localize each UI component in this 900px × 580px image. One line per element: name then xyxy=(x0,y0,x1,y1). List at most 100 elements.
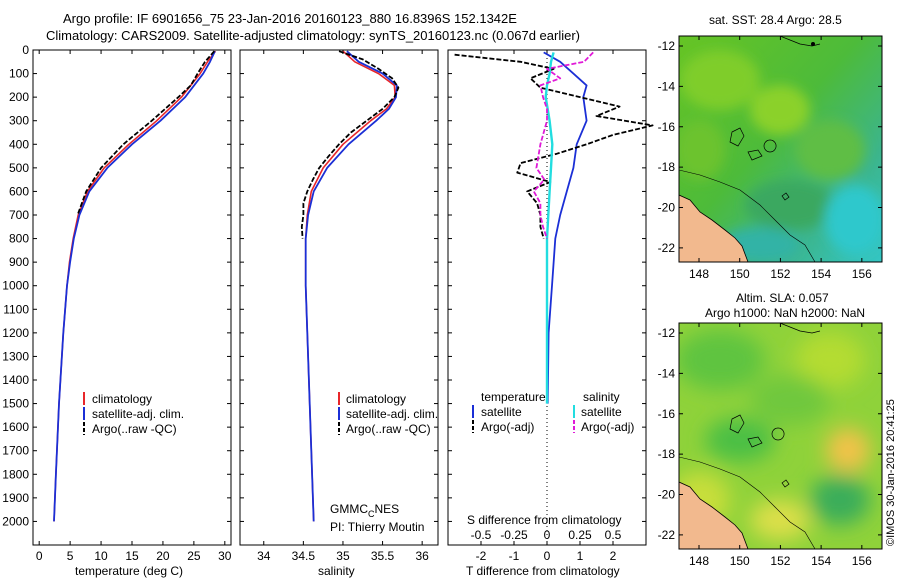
lon-label: 152 xyxy=(770,554,790,568)
series-satellite-adj-clim xyxy=(304,50,398,522)
salinity-panel xyxy=(239,49,439,546)
sla-map-axes: -12 -14 -16 -18 -20 -22 148 150 152 154 156 xyxy=(658,323,882,568)
x-tick-label: 25 xyxy=(187,549,201,563)
y-tick-label: 900 xyxy=(9,255,29,269)
series-s-argo-adj xyxy=(532,51,594,239)
series-argo-raw-qc xyxy=(76,50,215,216)
y-tick-label: 2000 xyxy=(2,514,29,528)
legend-title-salinity: salinity xyxy=(583,390,620,404)
x-tick-label: 5 xyxy=(67,549,74,563)
sst-land xyxy=(679,194,749,262)
lon-label: 154 xyxy=(811,267,831,281)
x-tick-label: 0 xyxy=(544,549,551,563)
y-tick-label: 700 xyxy=(9,208,29,222)
lat-label: -16 xyxy=(658,407,676,421)
x-tick-label: 1 xyxy=(577,549,584,563)
y-tick-label: 0 xyxy=(22,43,29,57)
sst-reef-contour xyxy=(729,127,790,201)
lat-label: -12 xyxy=(658,326,676,340)
y-tick-label: 100 xyxy=(9,67,29,81)
difference-plot: -2 -1 0 1 2 xyxy=(448,49,654,563)
lat-label: -16 xyxy=(658,120,676,134)
legend-argo: Argo(..raw -QC) xyxy=(346,422,431,436)
salinity-plot: 34 34.5 35 35.5 36 xyxy=(240,49,438,563)
x2-tick-label: 0.25 xyxy=(568,528,592,542)
sla-shelf-contour xyxy=(679,456,816,549)
y-tick-label: 400 xyxy=(9,137,29,151)
lat-label: -14 xyxy=(658,366,676,380)
legend-s-argo: Argo(-adj) xyxy=(581,420,634,434)
lat-label: -22 xyxy=(658,241,676,255)
s-difference-axis: -0.5 -0.25 0 0.25 0.5 xyxy=(471,528,622,542)
x-tick-label: 35.5 xyxy=(371,549,395,563)
sst-top-coast xyxy=(779,36,821,47)
salinity-legend: climatology satellite-adj. clim. Argo(..… xyxy=(338,392,438,436)
t-difference-label: T difference from climatology xyxy=(466,564,620,578)
x-tick-label: 36 xyxy=(415,549,429,563)
title-line-2: Climatology: CARS2009. Satellite-adjuste… xyxy=(46,28,580,43)
y-tick-label: 1800 xyxy=(2,467,29,481)
legend-satellite: satellite-adj. clim. xyxy=(92,407,184,421)
lat-label: -20 xyxy=(658,201,676,215)
legend-climatology: climatology xyxy=(346,392,406,406)
lat-label: -18 xyxy=(658,160,676,174)
imos-stamp: ©IMOS 30-Jan-2016 20:41:25 xyxy=(885,399,897,546)
sst-map-axes: -12 -14 -16 -18 -20 -22 148 150 152 154 156 xyxy=(658,36,882,281)
x-tick-label: -1 xyxy=(509,549,520,563)
lat-label: -12 xyxy=(658,39,676,53)
temperature-legend: climatology satellite-adj. clim. Argo(..… xyxy=(83,392,184,436)
y-tick-label: 500 xyxy=(9,161,29,175)
sla-map-title-2: Argo h1000: NaN h2000: NaN xyxy=(705,306,865,320)
sla-land xyxy=(679,481,749,549)
legend-argo: Argo(..raw -QC) xyxy=(92,422,177,436)
y-tick-label: 1100 xyxy=(3,302,29,316)
lon-label: 150 xyxy=(730,554,750,568)
s-difference-label: S difference from climatology xyxy=(467,513,622,527)
temperature-xlabel: temperature (deg C) xyxy=(75,564,183,578)
sla-top-coast xyxy=(779,323,821,334)
sla-reef-contour xyxy=(729,414,790,488)
temperature-panel xyxy=(32,49,232,546)
legend-s-satellite: satellite xyxy=(581,405,622,419)
temperature-plot: 0100200300400500600700800900100011001200… xyxy=(2,43,232,563)
series-satellite-adj-clim xyxy=(53,50,216,522)
legend-satellite: satellite-adj. clim. xyxy=(346,407,438,421)
x2-tick-label: 0.5 xyxy=(605,528,622,542)
series-climatology xyxy=(304,50,397,522)
x-tick-label: 10 xyxy=(94,549,108,563)
x-tick-label: 35 xyxy=(336,549,350,563)
title-line-1: Argo profile: IF 6901656_75 23-Jan-2016 … xyxy=(63,11,517,26)
lon-label: 148 xyxy=(689,554,709,568)
series-s-satellite xyxy=(544,52,555,404)
pi-label: PI: Thierry Moutin xyxy=(330,520,424,534)
sla-map-title-1: Altim. SLA: 0.057 xyxy=(736,291,829,305)
series-argo-raw-qc xyxy=(300,50,400,239)
x-tick-label: 15 xyxy=(125,549,139,563)
x-tick-label: 20 xyxy=(156,549,170,563)
series-climatology xyxy=(53,50,217,522)
series-t-satellite xyxy=(543,51,588,404)
y-tick-label: 1900 xyxy=(2,491,29,505)
x2-tick-label: -0.25 xyxy=(500,528,528,542)
y-tick-label: 1500 xyxy=(2,397,29,411)
legend-title-temperature: temperature xyxy=(481,390,546,404)
y-tick-label: 1300 xyxy=(2,349,29,363)
lon-label: 156 xyxy=(852,267,872,281)
series-t-argo-adj xyxy=(454,53,654,239)
sst-map-title: sat. SST: 28.4 Argo: 28.5 xyxy=(709,13,842,27)
sst-map xyxy=(679,36,882,262)
x-tick-label: 0 xyxy=(36,549,43,563)
y-tick-label: 1000 xyxy=(2,279,29,293)
y-tick-label: 300 xyxy=(9,114,29,128)
lon-label: 156 xyxy=(852,554,872,568)
x2-tick-label: 0 xyxy=(544,528,551,542)
lon-label: 148 xyxy=(689,267,709,281)
argo-position-marker xyxy=(811,42,815,46)
y-tick-label: 1200 xyxy=(2,326,29,340)
difference-legend: temperature salinity satellite Argo(-adj… xyxy=(472,390,634,434)
y-tick-label: 200 xyxy=(9,90,29,104)
x-tick-label: 2 xyxy=(610,549,617,563)
salinity-xlabel: salinity xyxy=(318,564,355,578)
sst-shelf-contour xyxy=(679,169,816,262)
